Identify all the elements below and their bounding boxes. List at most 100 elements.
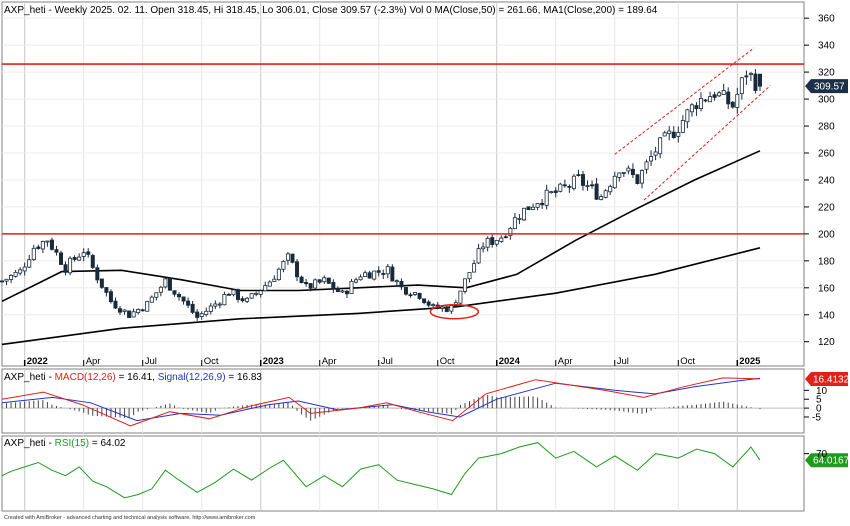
candle-body	[22, 266, 27, 272]
candle-body	[485, 237, 490, 248]
candle-body	[9, 275, 14, 280]
candle-body	[349, 280, 354, 294]
footer-credit: Created with AmiBroker - advanced charti…	[4, 515, 256, 521]
candle-body	[86, 251, 91, 255]
macd-tick-label: 0	[816, 404, 822, 415]
candle-body	[599, 196, 604, 200]
candle-body	[167, 277, 172, 291]
candle-body	[0, 280, 4, 283]
candle-body	[154, 292, 159, 298]
rsi-value-label: 64.0167	[813, 456, 850, 467]
candle-body	[621, 172, 626, 174]
candle-body	[217, 303, 222, 306]
candle-body	[649, 156, 654, 162]
candle-body	[517, 218, 522, 220]
channel-upper-line	[614, 47, 755, 155]
candle-body	[63, 264, 68, 273]
candle-body	[118, 308, 123, 313]
candle-body	[322, 277, 327, 283]
candle-body	[580, 174, 585, 186]
candle-body	[689, 104, 694, 113]
candle-body	[136, 309, 141, 314]
candle-body	[417, 292, 422, 299]
candle-body	[748, 72, 753, 76]
last-price-label: 309.57	[814, 82, 845, 93]
candle-body	[694, 105, 699, 110]
rsi-name: RSI(15)	[55, 438, 89, 449]
candle-body	[531, 206, 536, 210]
macd-tick-label: 5	[816, 395, 822, 406]
candle-body	[472, 263, 477, 273]
candle-body	[213, 303, 218, 307]
candle-body	[717, 92, 722, 97]
x-tick-label: Oct	[680, 356, 695, 367]
candle-body	[635, 174, 640, 185]
candle-body	[131, 311, 136, 318]
x-tick-label: 2024	[499, 356, 521, 367]
candle-body	[186, 300, 191, 306]
candle-body	[576, 174, 581, 176]
candle-body	[685, 109, 690, 123]
candle-body	[408, 294, 413, 297]
candle-body	[258, 290, 263, 295]
candle-body	[490, 237, 495, 245]
candle-body	[54, 249, 59, 253]
candle-body	[571, 175, 576, 189]
candle-body	[644, 161, 649, 170]
x-tick-label: Oct	[440, 356, 455, 367]
candle-body	[390, 266, 395, 282]
macd-tick-label: 10	[816, 386, 828, 397]
candle-body	[326, 277, 331, 284]
candle-body	[208, 305, 213, 312]
x-tick-label: 2022	[27, 356, 48, 367]
y-tick-label: 360	[818, 14, 835, 25]
x-tick-label: Jul	[145, 356, 157, 367]
candle-body	[680, 120, 685, 133]
x-tick-label: Oct	[204, 356, 219, 367]
candle-body	[526, 206, 531, 211]
candle-body	[149, 296, 154, 303]
candle-body	[231, 289, 236, 296]
x-tick-label: Apr	[322, 356, 337, 367]
candle-body	[558, 183, 563, 192]
candle-body	[726, 91, 731, 105]
candle-body	[662, 132, 667, 137]
candle-body	[240, 298, 245, 302]
candle-body	[603, 190, 608, 198]
x-tick-label: Jul	[381, 356, 393, 367]
candle-body	[72, 257, 77, 260]
candle-body	[236, 289, 241, 300]
rsi-tick-label: 70	[816, 449, 828, 460]
y-tick-label: 300	[818, 95, 835, 106]
candle-body	[358, 276, 363, 281]
candle-body	[630, 168, 635, 176]
price-pane	[1, 1, 805, 367]
candle-body	[295, 261, 300, 278]
candle-body	[394, 280, 399, 283]
candle-body	[145, 300, 150, 312]
candle-body	[399, 281, 404, 288]
y-tick-label: 120	[818, 337, 835, 348]
y-tick-label: 260	[818, 148, 835, 159]
candle-body	[476, 248, 481, 264]
macd-header: AXP_heti - MACD(12,26) = 16.41, Signal(1…	[4, 372, 262, 383]
candle-body	[553, 190, 558, 193]
candle-body	[204, 310, 209, 315]
candle-body	[363, 272, 368, 278]
candle-body	[521, 207, 526, 221]
channel-lower-line	[643, 85, 771, 201]
x-tick-label: Jul	[617, 356, 629, 367]
candle-body	[45, 240, 50, 243]
candle-body	[381, 273, 386, 275]
candle-body	[658, 137, 663, 155]
candle-body	[222, 294, 227, 306]
rsi-value-badge	[805, 453, 848, 468]
candle-body	[68, 257, 73, 274]
candle-body	[81, 252, 86, 257]
candle-body	[13, 271, 18, 277]
candle-body	[122, 309, 127, 312]
candle-body	[344, 290, 349, 295]
candle-body	[667, 130, 672, 135]
rsi-line	[1, 442, 761, 499]
